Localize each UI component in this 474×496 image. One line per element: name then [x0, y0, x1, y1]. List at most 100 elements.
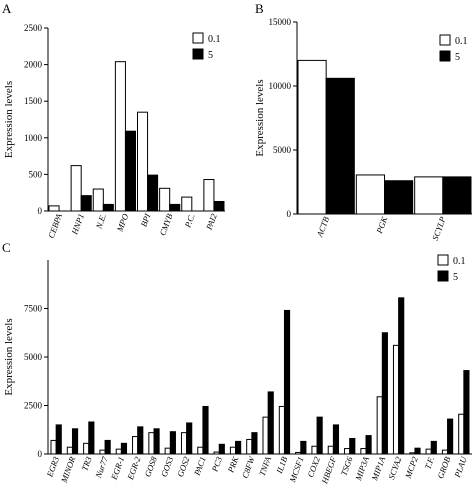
- x-tick-label: PRK: [225, 454, 241, 475]
- bar-plau-series-1: [463, 370, 470, 455]
- bar-egr1-series-1: [120, 442, 128, 455]
- x-tick-label: MCP2: [402, 455, 420, 481]
- bar-scylp-series-1: [442, 176, 472, 215]
- bar-mpo-series-0: [114, 61, 126, 212]
- bar-gos8-series-0: [148, 432, 155, 455]
- y-tick-label: 0: [287, 209, 292, 219]
- legend-swatch-1: [192, 48, 204, 60]
- bar-grob-series-1: [447, 418, 454, 455]
- bar-prk-series-1: [235, 440, 242, 455]
- x-tick-label: SCYLP: [430, 215, 448, 242]
- bar-minor-series-1: [71, 428, 79, 455]
- bar-gos2-series-1: [186, 422, 193, 455]
- bar-egr3-series-0: [50, 439, 57, 455]
- bar-mip3a-series-1: [365, 435, 372, 455]
- bar-pgk-series-0: [355, 174, 386, 215]
- x-tick-label: COX2: [305, 455, 322, 479]
- legend-swatch-0: [439, 34, 451, 46]
- x-tick-label: PAI2: [203, 212, 219, 232]
- legend-label: 0.1: [453, 256, 466, 267]
- y-tick-label: 2500: [24, 23, 43, 33]
- y-tick-label: 5000: [273, 145, 292, 155]
- y-tick-label: 5000: [24, 352, 43, 362]
- y-tick-label: 1500: [24, 96, 43, 106]
- bar-tf-series-0: [425, 448, 432, 455]
- legend-swatch-0: [437, 254, 449, 266]
- bar-tnfa-series-1: [267, 391, 274, 455]
- bar-pc3-series-1: [218, 443, 225, 455]
- y-tick-label: 1000: [24, 133, 43, 143]
- bar-egr2-series-1: [137, 426, 144, 455]
- bar-gos3-series-0: [164, 447, 171, 455]
- panel-label-b: B: [255, 1, 264, 16]
- chart-a: 0 500 1000 1500 2000 2500 Expression levels CEB…: [3, 23, 225, 239]
- bar-prk-series-0: [229, 446, 237, 455]
- x-tick-label: SCYA2: [386, 455, 404, 481]
- x-tick-label: MPO: [114, 212, 130, 234]
- bar-cebpa-series-0: [48, 205, 60, 212]
- bar-hnp1-series-1: [80, 195, 92, 212]
- x-tick-label: EGR3: [44, 455, 61, 479]
- bar-pc-series-0: [181, 196, 193, 212]
- x-tick-label: PGK: [374, 214, 390, 236]
- bar-tr3-series-1: [88, 421, 95, 455]
- bar-pgk-series-1: [384, 180, 414, 215]
- x-tick-label: PAC1: [191, 455, 207, 477]
- bar-grob-series-0: [441, 449, 449, 455]
- panel-label-a: A: [2, 1, 12, 16]
- x-tick-label: MIP1A: [369, 455, 387, 483]
- bar-gos3-series-1: [169, 431, 176, 455]
- bar-minor-series-0: [66, 446, 73, 455]
- y-tick-label: 0: [38, 449, 43, 459]
- bar-tr3-series-0: [83, 442, 90, 455]
- bar-egr1-series-0: [115, 448, 122, 455]
- bar-mcsf1-series-0: [295, 451, 302, 455]
- x-tick-label: GOS2: [175, 455, 192, 479]
- bar-bpi-series-1: [147, 174, 159, 212]
- x-tick-label: TNFA: [257, 455, 273, 478]
- legend-label: 0.1: [455, 36, 468, 47]
- bar-scya2-series-1: [398, 297, 405, 455]
- bar-c8fw-series-1: [251, 432, 258, 455]
- bar-mip3a-series-0: [360, 448, 367, 455]
- bar-egr2-series-0: [132, 436, 139, 455]
- x-tick-label: N.E.: [93, 212, 108, 231]
- chart-b: 0 5000 10000 15000 Expression levels ACTB PGK S…: [254, 17, 472, 242]
- x-tick-label: BPI: [139, 211, 153, 228]
- bar-tnfa-series-0: [262, 416, 269, 455]
- x-tick-label: IL1B: [274, 455, 290, 475]
- y-tick-label: 2000: [24, 60, 43, 70]
- legend-swatch-1: [437, 270, 449, 282]
- bar-pac1-series-1: [202, 405, 209, 455]
- x-tick-label: MCSF1: [287, 455, 306, 484]
- x-tick-label: CMYB: [157, 212, 174, 237]
- y-axis-label: Expression levels: [3, 318, 15, 395]
- legend-swatch-0: [192, 32, 204, 44]
- y-axis-label: Expression levels: [3, 81, 15, 158]
- bar-tsg6-series-1: [349, 437, 356, 455]
- x-tick-label: PLAU: [452, 454, 469, 479]
- bar-scya2-series-0: [392, 344, 400, 455]
- bar-hbegf-series-1: [332, 424, 340, 455]
- bar-mpo-series-1: [124, 130, 136, 212]
- bar-nur77-series-0: [99, 449, 106, 455]
- legend-swatch-1: [439, 50, 451, 62]
- bar-ne-series-1: [102, 203, 114, 212]
- y-tick-label: 10000: [269, 81, 292, 91]
- x-tick-label: GOS3: [159, 455, 176, 478]
- x-tick-label: CEBPA: [46, 212, 64, 240]
- bar-pai2-series-1: [213, 200, 225, 212]
- legend-label: 5: [453, 272, 458, 283]
- bar-tf-series-1: [430, 440, 437, 455]
- bar-cox2-series-0: [311, 445, 318, 455]
- y-tick-label: 15000: [269, 17, 292, 27]
- x-tick-label: GOS8: [142, 455, 159, 479]
- bar-plau-series-0: [458, 413, 465, 455]
- bar-hbegf-series-0: [327, 445, 334, 455]
- bar-gos8-series-1: [153, 428, 160, 455]
- x-tick-label: TSG6: [339, 455, 355, 477]
- bar-mcp2-series-0: [409, 452, 416, 455]
- bar-hnp1-series-0: [70, 165, 82, 212]
